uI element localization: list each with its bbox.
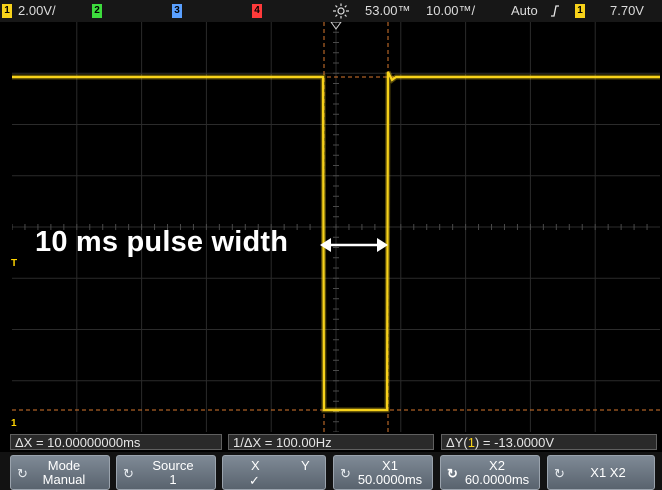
x1-x2-label: X1 X2 (590, 465, 626, 480)
channel1-badge[interactable]: 1 (2, 4, 12, 18)
rotate-icon: ↻ (17, 466, 28, 481)
rotate-selected-icon: ↻ (447, 466, 458, 481)
x1-label: X1 (382, 458, 398, 473)
trigger-source-badge[interactable]: 1 (575, 4, 585, 18)
x2-label: X2 (489, 458, 505, 473)
trigger-level[interactable]: 7.70V (610, 3, 644, 18)
rotate-icon: ↻ (123, 466, 134, 481)
time-delay[interactable]: 53.00™ (365, 3, 411, 18)
channel1-scale[interactable]: 2.00V/ (18, 3, 56, 18)
x1-softkey[interactable]: ↻ X1 50.0000ms (333, 455, 433, 490)
channel1-trace (12, 70, 660, 413)
xy-softkey[interactable]: X Y ✓ (222, 455, 326, 490)
y-option: Y (301, 458, 310, 473)
trigger-position-marker (330, 22, 342, 30)
waveform-graticule (12, 22, 660, 432)
delta-y-value: ) = -13.0000V (474, 435, 555, 450)
x2-softkey[interactable]: ↻ X2 60.0000ms (440, 455, 540, 490)
x1-x2-softkey[interactable]: ↻ X1 X2 (547, 455, 655, 490)
trace-line (12, 71, 660, 412)
x2-value: 60.0000ms (464, 472, 530, 487)
x-option: X (251, 458, 260, 473)
x1-value: 50.0000ms (357, 472, 423, 487)
delta-x-readout: ΔX = 10.00000000ms (10, 434, 222, 450)
x-selected-check-icon: ✓ (249, 473, 260, 488)
channel3-badge[interactable]: 3 (172, 4, 182, 18)
ground-marker: 1 (11, 418, 17, 429)
delta-y-readout: ΔY(1) = -13.0000V (441, 434, 657, 450)
delta-y-channel: 1 (467, 435, 475, 450)
double-arrow-icon (320, 238, 388, 252)
channel2-badge[interactable]: 2 (92, 4, 102, 18)
sun-icon (333, 3, 349, 19)
rotate-icon: ↻ (340, 466, 351, 481)
rotate-icon: ↻ (554, 466, 565, 481)
status-bar: 1 2.00V/ 2 3 4 53.00™ 10.00™/ Auto 1 7.7… (0, 0, 662, 22)
inverse-delta-x-readout: 1/ΔX = 100.00Hz (228, 434, 434, 450)
pulse-width-annotation: 10 ms pulse width (35, 226, 289, 258)
waveform-display[interactable] (12, 22, 660, 432)
mode-label: Mode (47, 458, 81, 473)
mode-softkey[interactable]: ↻ Mode Manual (10, 455, 110, 490)
measurement-bar: ΔX = 10.00000000ms 1/ΔX = 100.00Hz ΔY(1)… (0, 432, 662, 452)
channel4-badge[interactable]: 4 (252, 4, 262, 18)
trigger-level-marker: T (11, 258, 18, 269)
source-label: Source (152, 458, 194, 473)
rising-edge-icon (551, 5, 559, 17)
time-scale[interactable]: 10.00™/ (426, 3, 476, 18)
mode-value: Manual (42, 472, 86, 487)
softkey-bar: ↻ Mode Manual ↻ Source 1 X Y ✓ ↻ X1 50.0… (0, 452, 662, 490)
source-value: 1 (169, 472, 177, 487)
delta-y-prefix: ΔY( (446, 435, 468, 450)
source-softkey[interactable]: ↻ Source 1 (116, 455, 216, 490)
trigger-mode[interactable]: Auto (511, 3, 538, 18)
graticule-grid (12, 22, 660, 432)
